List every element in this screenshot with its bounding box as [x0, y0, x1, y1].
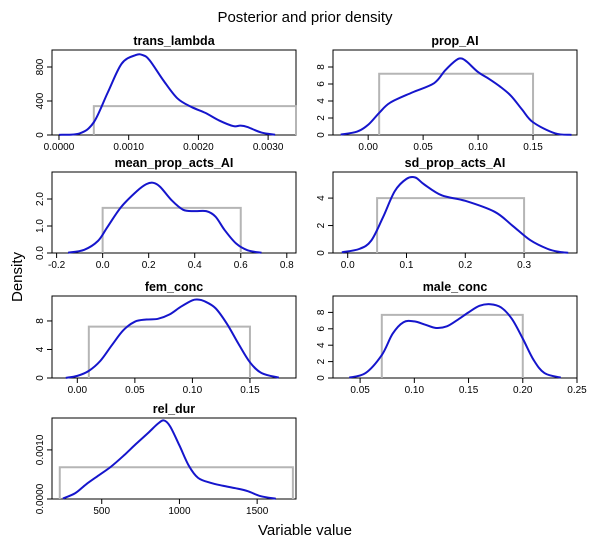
x-tick-label: 0.0000 [44, 142, 75, 153]
prior-line [378, 72, 535, 135]
panel-rel-dur: rel_dur 500 1000 1500 0.0000 0.0010 [35, 402, 297, 517]
y-tick-label: 4 [316, 98, 327, 104]
panel-title: trans_lambda [133, 34, 215, 48]
y-tick-label: 800 [35, 58, 46, 75]
panel-title: rel_dur [153, 402, 196, 416]
x-tick-label: 0.05 [413, 142, 433, 153]
plot-frame [51, 171, 297, 254]
prior-line [92, 105, 297, 135]
x-tick-label: 0.2 [458, 260, 472, 271]
plot-frame [51, 295, 297, 379]
plot-frame [51, 49, 297, 136]
panel-prop-ai: prop_AI 0.00 0.05 0.10 0.15 0 2 4 6 8 [316, 34, 578, 153]
x-tick-label: 1500 [246, 506, 269, 517]
x-tick-label: 0.0 [341, 260, 355, 271]
panel-trans-lambda: trans_lambda 0.0000 0.0010 0.0020 0.0030 0 400… [35, 34, 297, 153]
prior-line [380, 313, 524, 378]
y-tick-label: 0 [35, 375, 46, 381]
y-tick-label: 1.0 [35, 219, 46, 233]
x-tick-label: 0.15 [240, 385, 260, 396]
posterior-line [58, 53, 276, 136]
x-tick-label: 0.8 [280, 260, 294, 271]
y-tick-label: 0 [35, 132, 46, 138]
x-tick-label: 0.05 [350, 385, 370, 396]
x-tick-label: 500 [93, 506, 110, 517]
panel-title: male_conc [423, 280, 488, 294]
prior-line [87, 325, 251, 378]
posterior-line [67, 181, 262, 254]
x-tick-label: 0.0010 [113, 142, 144, 153]
figure-xlabel: Variable value [258, 522, 352, 539]
x-tick-label: 0.00 [68, 385, 88, 396]
x-tick-label: 0.25 [567, 385, 587, 396]
figure-ylabel: Density [9, 251, 26, 302]
panel-title: prop_AI [431, 34, 478, 48]
posterior-line [349, 303, 561, 379]
y-tick-label: 0 [316, 375, 327, 381]
figure-title: Posterior and prior density [217, 9, 393, 26]
x-tick-label: -0.2 [48, 260, 66, 271]
posterior-line [65, 298, 279, 379]
y-tick-label: 2 [316, 222, 327, 228]
plot-frame [332, 49, 578, 136]
x-tick-label: 0.1 [400, 260, 414, 271]
plot-frame [332, 171, 578, 254]
x-tick-label: 0.2 [142, 260, 156, 271]
panel-title: sd_prop_acts_AI [405, 156, 506, 170]
plot-frame [51, 417, 297, 500]
x-tick-label: 0.0 [96, 260, 110, 271]
y-tick-label: 4 [35, 346, 46, 352]
x-tick-label: 0.6 [234, 260, 248, 271]
x-tick-label: 0.10 [468, 142, 488, 153]
y-tick-label: 2 [316, 358, 327, 364]
x-tick-label: 0.00 [358, 142, 378, 153]
y-tick-label: 8 [35, 318, 46, 324]
posterior-line [62, 419, 276, 500]
panel-title: fem_conc [145, 280, 203, 294]
panel-mean-prop-acts-ai: mean_prop_acts_AI-0.2 0.0 0.2 0.4 0.6 0.80.01… [35, 156, 297, 271]
x-tick-label: 1000 [168, 506, 191, 517]
y-tick-label: 0.0 [35, 246, 46, 260]
y-tick-label: 8 [316, 64, 327, 70]
y-tick-label: 0.0010 [35, 434, 46, 465]
panel-male-conc: male_conc 0.05 0.10 0.15 0.20 0.25 0 2 4 6 8 [316, 280, 587, 396]
y-tick-label: 0 [316, 250, 327, 256]
y-tick-label: 400 [35, 92, 46, 109]
y-tick-label: 2.0 [35, 192, 46, 206]
x-tick-label: 0.15 [523, 142, 543, 153]
y-tick-label: 6 [316, 81, 327, 87]
prior-line [101, 206, 242, 253]
x-tick-label: 0.0030 [253, 142, 284, 153]
x-tick-label: 0.4 [188, 260, 202, 271]
x-tick-label: 0.10 [183, 385, 203, 396]
panel-fem-conc: fem_conc 0.00 0.05 0.10 0.15 0 4 8 [35, 280, 297, 396]
y-tick-label: 0.0000 [35, 483, 46, 514]
x-tick-label: 0.3 [517, 260, 531, 271]
prior-line [376, 197, 526, 253]
panel-sd-prop-acts-ai: sd_prop_acts_AI 0.0 0.1 0.2 0.3 0 2 4 [316, 156, 578, 271]
x-tick-label: 0.0020 [183, 142, 214, 153]
x-tick-label: 0.20 [513, 385, 533, 396]
x-tick-label: 0.05 [125, 385, 145, 396]
panel-title: mean_prop_acts_AI [115, 156, 234, 170]
y-tick-label: 0 [316, 132, 327, 138]
prior-line [58, 466, 294, 499]
plot-frame [332, 295, 578, 379]
y-tick-label: 6 [316, 326, 327, 332]
y-tick-label: 8 [316, 309, 327, 315]
y-tick-label: 4 [316, 342, 327, 348]
y-tick-label: 2 [316, 115, 327, 121]
posterior-line [340, 57, 572, 136]
y-tick-label: 4 [316, 195, 327, 201]
x-tick-label: 0.15 [459, 385, 479, 396]
posterior-line [341, 175, 569, 254]
x-tick-label: 0.10 [405, 385, 425, 396]
